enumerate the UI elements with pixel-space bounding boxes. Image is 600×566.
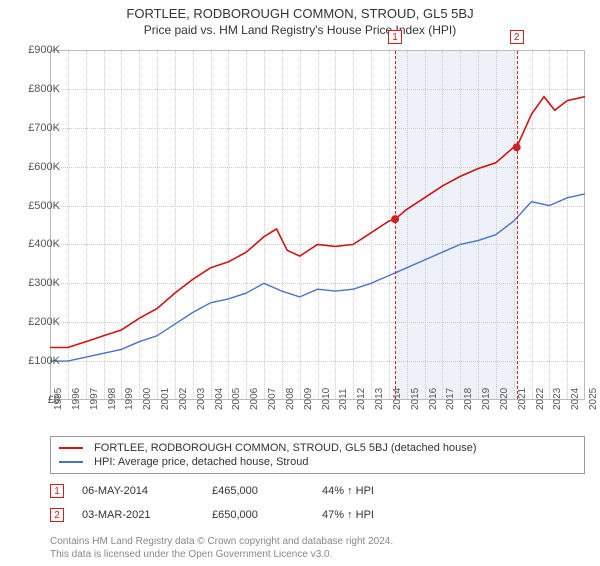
transaction-marker-2: 2: [50, 508, 64, 522]
x-tick-label: 1999: [124, 388, 135, 410]
legend-swatch-2: [59, 461, 83, 463]
x-tick-label: 2016: [428, 388, 439, 410]
footer: Contains HM Land Registry data © Crown c…: [50, 536, 393, 561]
footer-line-2: This data is licensed under the Open Gov…: [50, 549, 393, 562]
y-tick-label: £900K: [14, 44, 60, 56]
transaction-pct-1: 44% ↑ HPI: [322, 485, 442, 497]
y-tick-label: £400K: [14, 238, 60, 250]
legend-item-1: FORTLEE, RODBOROUGH COMMON, STROUD, GL5 …: [59, 441, 576, 455]
x-tick-label: 2010: [321, 388, 332, 410]
legend: FORTLEE, RODBOROUGH COMMON, STROUD, GL5 …: [50, 436, 585, 474]
x-tick-label: 2002: [178, 388, 189, 410]
x-tick-label: 1997: [89, 388, 100, 410]
x-tick-label: 2004: [214, 388, 225, 410]
y-tick-label: £500K: [14, 200, 60, 212]
x-tick-label: 2018: [463, 388, 474, 410]
transaction-marker-1: 1: [50, 484, 64, 498]
legend-swatch-1: [59, 447, 83, 449]
x-tick-label: 2003: [196, 388, 207, 410]
x-tick-label: 2015: [410, 388, 421, 410]
x-tick-label: 2011: [338, 388, 349, 410]
y-tick-label: £600K: [14, 161, 60, 173]
x-tick-label: 2006: [249, 388, 260, 410]
legend-label-1: FORTLEE, RODBOROUGH COMMON, STROUD, GL5 …: [94, 442, 476, 454]
y-tick-label: £0: [14, 394, 60, 406]
x-tick-label: 2023: [552, 388, 563, 410]
x-tick-label: 2021: [517, 388, 528, 410]
x-tick-label: 2009: [303, 388, 314, 410]
x-tick-label: 2012: [356, 388, 367, 410]
transaction-price-1: £465,000: [212, 485, 322, 497]
transaction-date-2: 03-MAR-2021: [82, 509, 212, 521]
x-tick-label: 2008: [285, 388, 296, 410]
x-tick-label: 2025: [588, 388, 599, 410]
x-tick-label: 2022: [535, 388, 546, 410]
y-tick-label: £100K: [14, 355, 60, 367]
x-tick-label: 2013: [374, 388, 385, 410]
legend-label-2: HPI: Average price, detached house, Stro…: [94, 456, 308, 468]
x-tick-label: 2019: [481, 388, 492, 410]
x-tick-label: 2020: [499, 388, 510, 410]
chart-lines: [50, 50, 585, 400]
transaction-row-1: 1 06-MAY-2014 £465,000 44% ↑ HPI: [50, 484, 442, 498]
chart-area: 12 1995199619971998199920002001200220032…: [50, 50, 585, 400]
y-tick-label: £800K: [14, 83, 60, 95]
x-tick-label: 2024: [570, 388, 581, 410]
transaction-row-2: 2 03-MAR-2021 £650,000 47% ↑ HPI: [50, 508, 442, 522]
x-tick-label: 2005: [231, 388, 242, 410]
footer-line-1: Contains HM Land Registry data © Crown c…: [50, 536, 393, 549]
transaction-price-2: £650,000: [212, 509, 322, 521]
marker-box: 1: [388, 30, 402, 44]
marker-box: 2: [510, 30, 524, 44]
chart-title: FORTLEE, RODBOROUGH COMMON, STROUD, GL5 …: [0, 6, 600, 21]
x-tick-label: 1996: [71, 388, 82, 410]
x-tick-label: 2014: [392, 388, 403, 410]
x-tick-label: 2000: [142, 388, 153, 410]
legend-item-2: HPI: Average price, detached house, Stro…: [59, 455, 576, 469]
x-tick-label: 2007: [267, 388, 278, 410]
x-tick-label: 2017: [445, 388, 456, 410]
y-tick-label: £700K: [14, 122, 60, 134]
chart-container: FORTLEE, RODBOROUGH COMMON, STROUD, GL5 …: [0, 6, 600, 566]
y-tick-label: £300K: [14, 277, 60, 289]
transaction-pct-2: 47% ↑ HPI: [322, 509, 442, 521]
x-tick-label: 1998: [107, 388, 118, 410]
y-tick-label: £200K: [14, 316, 60, 328]
transaction-date-1: 06-MAY-2014: [82, 485, 212, 497]
x-tick-label: 2001: [160, 388, 171, 410]
